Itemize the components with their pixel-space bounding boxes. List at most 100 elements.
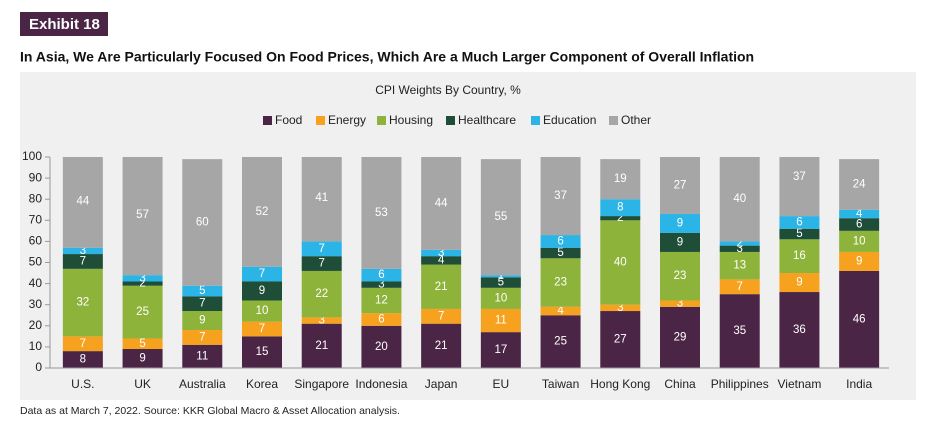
- bar-segment: [421, 157, 462, 250]
- bar-segment: [122, 157, 163, 276]
- bar-segment: [600, 311, 641, 368]
- data-label: 7: [319, 243, 325, 255]
- bar-segment: [779, 228, 820, 240]
- bar-segment: [540, 157, 581, 236]
- bar-segment: [779, 273, 820, 293]
- data-label: 53: [375, 207, 388, 219]
- bar-segment: [839, 159, 880, 210]
- data-label: 36: [793, 324, 806, 336]
- y-tick-label: 20: [29, 318, 43, 332]
- data-label: 40: [733, 193, 746, 205]
- data-label: 55: [494, 211, 507, 223]
- data-label: 3: [617, 302, 623, 314]
- bar-segment: [62, 247, 103, 255]
- bar-segment: [719, 241, 760, 246]
- bar-segment: [839, 251, 880, 271]
- y-tick-label: 50: [29, 255, 43, 269]
- bar-segment: [421, 264, 462, 309]
- x-tick-label: Vietnam: [778, 377, 822, 391]
- data-label: 35: [733, 325, 746, 337]
- page-title: In Asia, We Are Particularly Focused On …: [20, 49, 754, 65]
- bar-segment: [600, 304, 641, 312]
- data-label: 7: [259, 268, 265, 280]
- bar-segment: [62, 336, 103, 352]
- x-tick-label: Japan: [425, 377, 458, 391]
- data-label: 29: [674, 331, 687, 343]
- bar-segment: [421, 323, 462, 368]
- bar-segment: [421, 308, 462, 324]
- data-label: 57: [136, 209, 149, 221]
- x-tick-label: Singapore: [294, 377, 349, 391]
- data-label: 7: [199, 331, 205, 343]
- x-tick-label: Taiwan: [542, 377, 579, 391]
- data-label: 10: [853, 235, 866, 247]
- data-label: 8: [617, 202, 623, 214]
- bars: 8732734495252357117975601571097522132277…: [62, 157, 880, 368]
- x-tick-label: China: [664, 377, 696, 391]
- data-label: 10: [494, 292, 507, 304]
- bar-segment: [361, 281, 402, 288]
- data-label: 21: [435, 340, 448, 352]
- bar-segment: [301, 270, 342, 318]
- x-tick-label: Australia: [179, 377, 226, 391]
- data-label: 9: [139, 353, 145, 365]
- data-label: 24: [853, 178, 866, 190]
- bar-segment: [122, 281, 163, 286]
- data-label: 4: [438, 254, 445, 266]
- data-label: 4: [856, 208, 863, 220]
- data-label: 11: [495, 315, 507, 327]
- legend-swatch: [263, 116, 272, 125]
- data-label: 3: [378, 279, 384, 291]
- x-tick-label: India: [846, 377, 872, 391]
- bar-segment: [779, 239, 820, 274]
- bar-segment: [301, 241, 342, 257]
- data-label: 6: [557, 235, 563, 247]
- y-tick-label: 70: [29, 212, 43, 226]
- data-label: 25: [554, 336, 567, 348]
- data-label: 19: [614, 173, 627, 185]
- legend-label: Food: [275, 113, 302, 127]
- data-label: 6: [378, 314, 384, 326]
- data-label: 7: [319, 258, 325, 270]
- data-label: 7: [259, 323, 265, 335]
- x-tick-label: UK: [134, 377, 151, 391]
- data-label: 21: [435, 281, 448, 293]
- bar-segment: [182, 311, 223, 331]
- data-label: 27: [674, 180, 687, 192]
- bar-segment: [839, 218, 880, 231]
- bar-segment: [540, 235, 581, 248]
- data-label: 10: [256, 305, 269, 317]
- data-label: 3: [139, 272, 145, 284]
- exhibit-label: Exhibit 18: [29, 16, 100, 33]
- bar-segment: [779, 216, 820, 229]
- bar-segment: [839, 230, 880, 252]
- bar-segment: [361, 287, 402, 314]
- y-tick-label: 0: [35, 360, 42, 374]
- data-label: 17: [494, 344, 507, 356]
- bar-segment: [480, 159, 521, 276]
- data-label: 37: [554, 190, 567, 202]
- bar-segment: [600, 199, 641, 217]
- y-tick-label: 100: [22, 149, 42, 163]
- data-label: 44: [76, 195, 89, 207]
- y-tick-label: 60: [29, 234, 43, 248]
- bar-segment: [719, 157, 760, 242]
- data-label: 9: [796, 277, 802, 289]
- data-label: 5: [498, 277, 504, 289]
- data-label: 2: [139, 278, 145, 290]
- data-label: 6: [796, 216, 802, 228]
- x-tick-label: Korea: [246, 377, 278, 391]
- bar-segment: [480, 308, 521, 333]
- bar-segment: [242, 336, 282, 368]
- data-label: 8: [80, 354, 86, 366]
- bar-segment: [62, 351, 103, 368]
- data-label: 1: [498, 270, 504, 282]
- y-tick-label: 40: [29, 276, 43, 290]
- data-label: 60: [196, 216, 209, 228]
- bar-segment: [719, 294, 760, 368]
- bar-segment: [540, 258, 581, 307]
- bar-segment: [242, 281, 282, 301]
- bar-segment: [122, 275, 163, 282]
- bar-segment: [242, 266, 282, 282]
- data-label: 37: [793, 171, 806, 183]
